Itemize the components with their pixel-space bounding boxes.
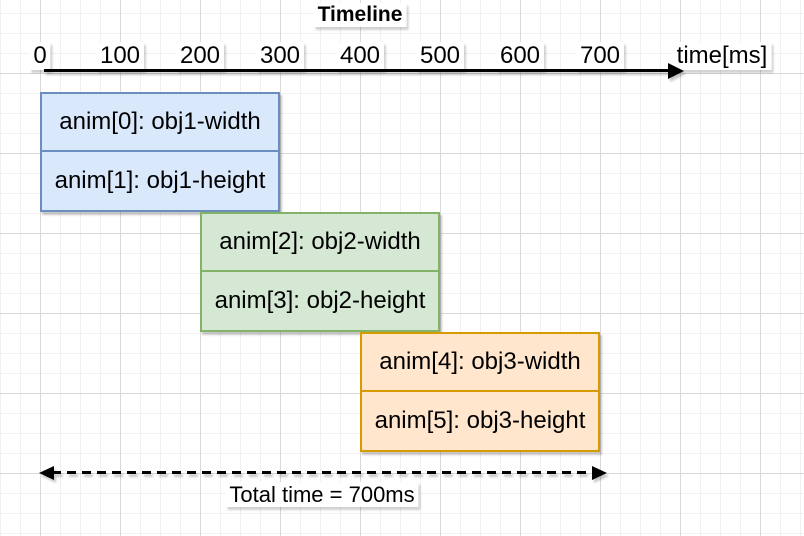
anim-bar-0: anim[0]: obj1-width: [40, 92, 280, 152]
anim-bar-1: anim[1]: obj1-height: [40, 152, 280, 212]
anim-bar-5-label: anim[5]: obj3-height: [374, 407, 586, 434]
anim-bar-2: anim[2]: obj2-width: [200, 212, 440, 272]
axis-tick-500: 500: [415, 42, 465, 70]
axis-tick-600: 600: [495, 42, 545, 70]
timeline-title: Timeline: [313, 3, 407, 28]
anim-bar-1-label: anim[1]: obj1-height: [54, 167, 266, 194]
axis-tick-400: 400: [335, 42, 385, 70]
total-dashed-line: [52, 471, 593, 474]
anim-bar-5: anim[5]: obj3-height: [360, 392, 600, 452]
anim-bar-3: anim[3]: obj2-height: [200, 272, 440, 332]
total-time-label: Total time = 700ms: [225, 482, 419, 508]
axis-tick-0: 0: [29, 42, 51, 70]
anim-bar-0-label: anim[0]: obj1-width: [59, 108, 261, 135]
time-axis-arrowhead-icon: [668, 63, 684, 79]
time-axis-line: [44, 69, 670, 72]
anim-bar-4: anim[4]: obj3-width: [360, 332, 600, 392]
total-arrowhead-left-icon: [39, 466, 54, 480]
axis-tick-300: 300: [255, 42, 305, 70]
axis-tick-700: 700: [575, 42, 625, 70]
anim-bar-3-label: anim[3]: obj2-height: [214, 287, 426, 314]
anim-bar-4-label: anim[4]: obj3-width: [379, 348, 581, 375]
axis-tick-200: 200: [175, 42, 225, 70]
axis-tick-100: 100: [95, 42, 145, 70]
total-arrowhead-right-icon: [592, 466, 607, 480]
axis-unit-label: time[ms]: [672, 42, 772, 70]
anim-bar-2-label: anim[2]: obj2-width: [219, 228, 421, 255]
